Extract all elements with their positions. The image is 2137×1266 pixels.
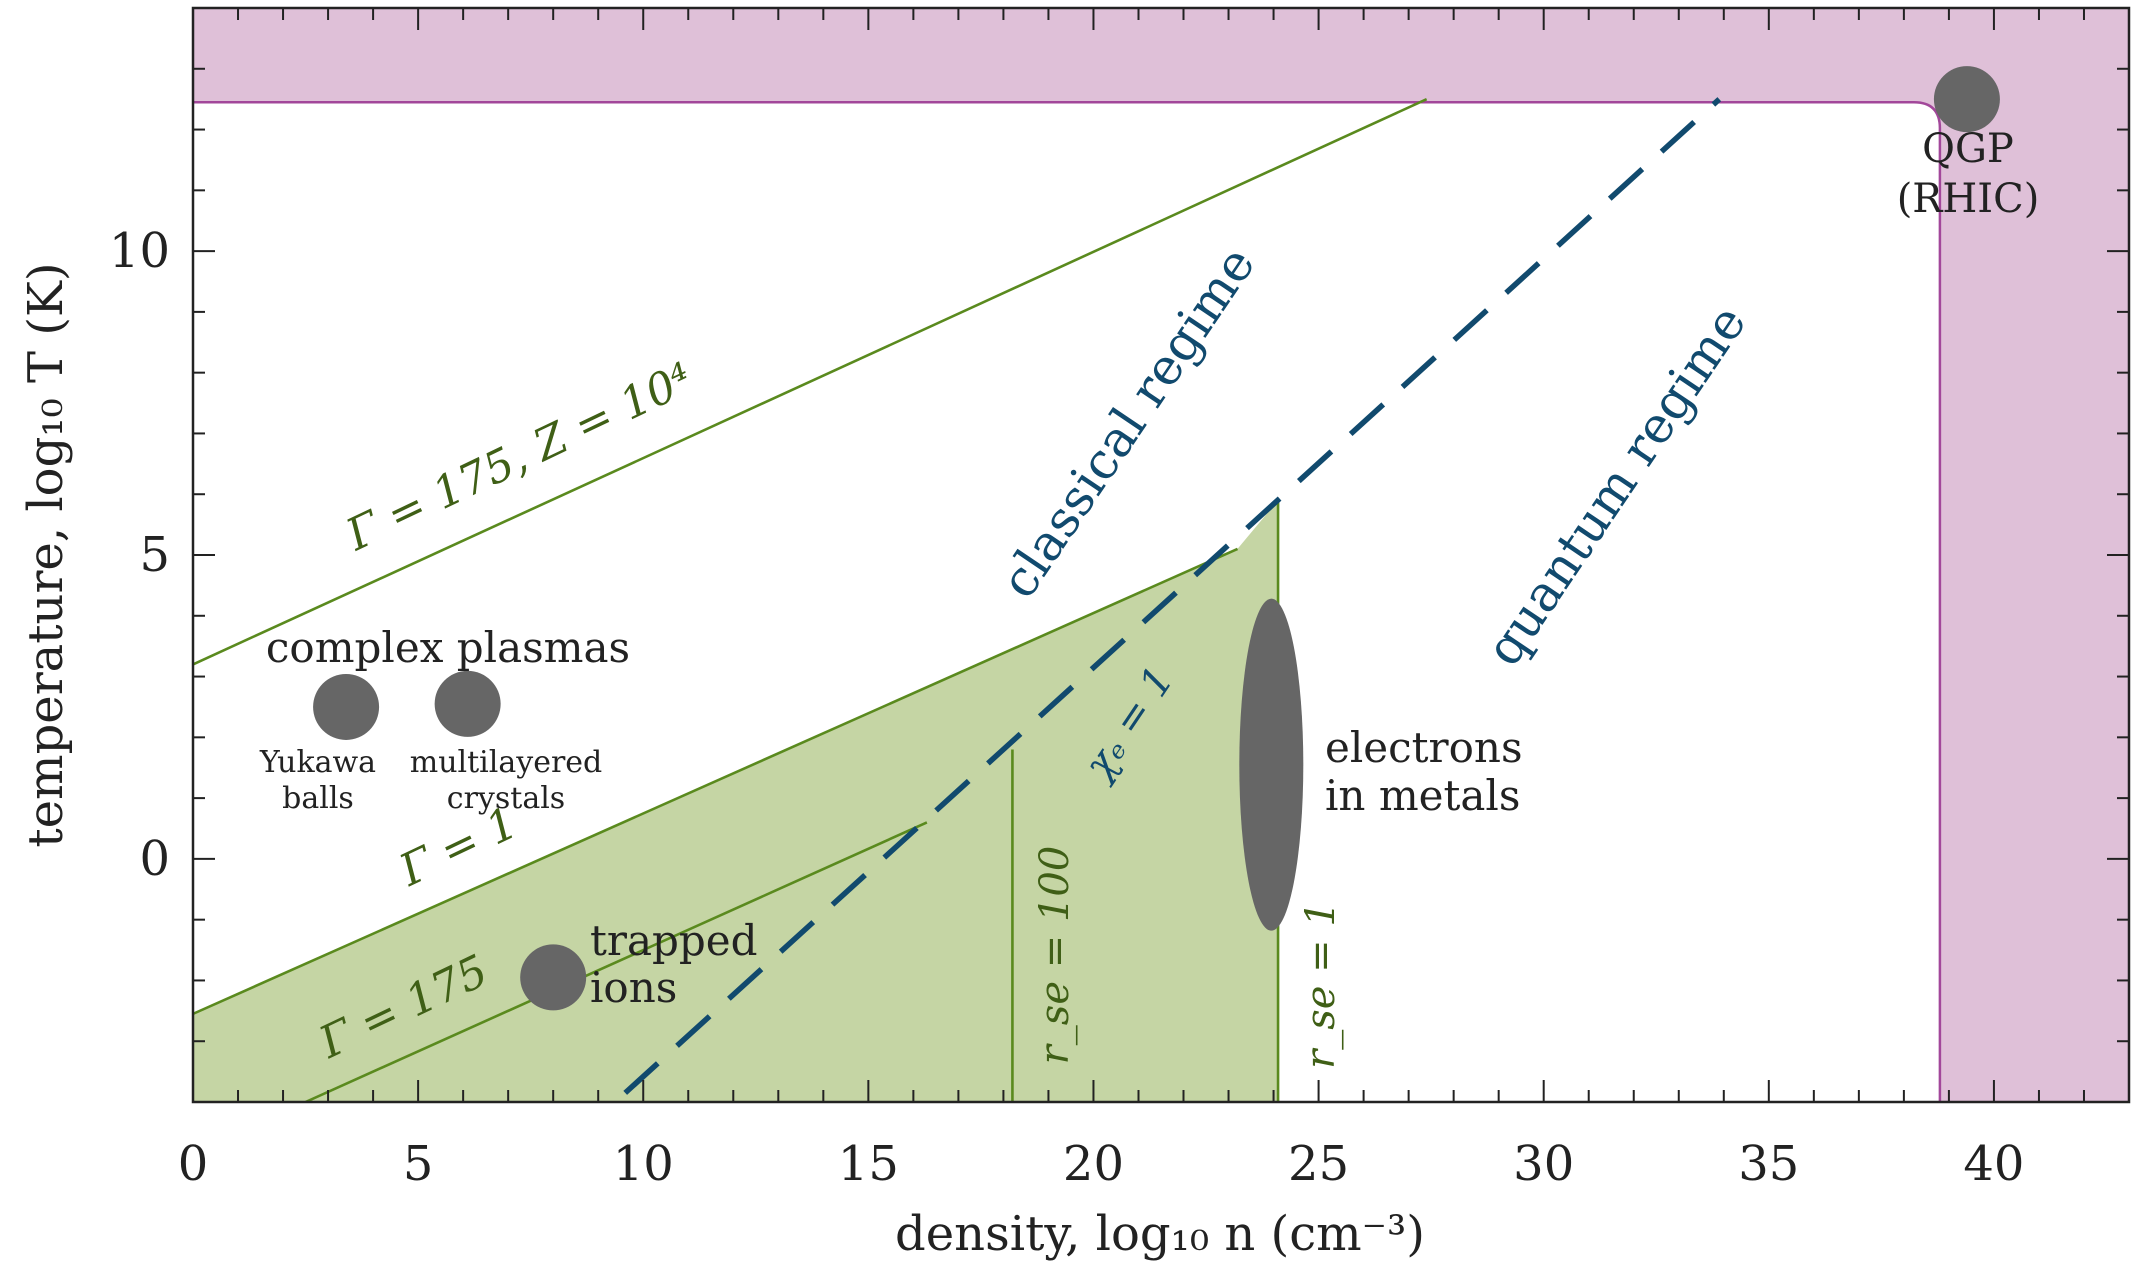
- multilayered-crystals-label-line2: crystals: [447, 781, 565, 816]
- gamma-1-line: [193, 547, 1239, 1016]
- x-tick-label: 25: [1288, 1136, 1349, 1192]
- x-tick-label: 35: [1738, 1136, 1799, 1192]
- chi-e-1-dashed-line: [623, 97, 1722, 1095]
- x-tick-label: 30: [1513, 1136, 1574, 1192]
- rse-100-label: r_se = 100: [1032, 846, 1078, 1065]
- x-tick-label: 40: [1963, 1136, 2024, 1192]
- qgp-boundary-line: [193, 100, 1942, 1102]
- trapped-ions-label-line2: ions: [590, 963, 677, 1012]
- x-tick-label: 15: [838, 1136, 899, 1192]
- y-tick-label: 5: [139, 527, 170, 583]
- complex-plasmas-label: complex plasmas: [266, 623, 630, 672]
- x-tick-labels: 0 5 10 15 20 25 30 35 40: [178, 1136, 2025, 1192]
- y-tick-labels: 0 5 10: [109, 223, 170, 887]
- electrons-in-metals-label-line1: electrons: [1325, 723, 1523, 772]
- yukawa-balls-label-line2: balls: [282, 781, 354, 816]
- x-tick-label: 0: [178, 1136, 209, 1192]
- strong-coupling-region: [193, 500, 1279, 1102]
- y-tick-label: 10: [109, 223, 170, 279]
- multilayered-crystals-marker: [434, 670, 501, 737]
- qgp-rhic-marker: [1933, 66, 2000, 133]
- x-axis-label: density, log₁₀ n (cm⁻³): [895, 1206, 1425, 1262]
- yukawa-balls-marker: [313, 673, 380, 740]
- yukawa-balls-label-line1: Yukawa: [259, 745, 376, 780]
- y-tick-label: 0: [139, 831, 170, 887]
- y-axis-label: temperature, log₁₀ T (K): [18, 262, 74, 847]
- axis-ticks: [192, 7, 2130, 1103]
- quantum-regime-label: quantum regime: [1474, 295, 1757, 676]
- trapped-ions-label-line1: trapped: [590, 916, 758, 965]
- qgp-label-line1: QGP: [1922, 126, 2014, 172]
- x-tick-label: 20: [1063, 1136, 1124, 1192]
- rse-1-label: r_se = 1: [1298, 901, 1344, 1069]
- multilayered-crystals-label-line1: multilayered: [410, 745, 603, 780]
- gamma-175-z-1e4-line: [193, 97, 1428, 666]
- x-tick-label: 5: [403, 1136, 434, 1192]
- gamma-175-line: [305, 821, 928, 1102]
- qgp-label-line2: (RHIC): [1897, 176, 2040, 222]
- electrons-in-metals-label-line2: in metals: [1325, 771, 1520, 820]
- trapped-ions-marker: [520, 944, 587, 1011]
- classical-regime-label: classical regime: [989, 237, 1266, 609]
- x-tick-label: 10: [613, 1136, 674, 1192]
- electrons-in-metals-marker: [1239, 598, 1304, 931]
